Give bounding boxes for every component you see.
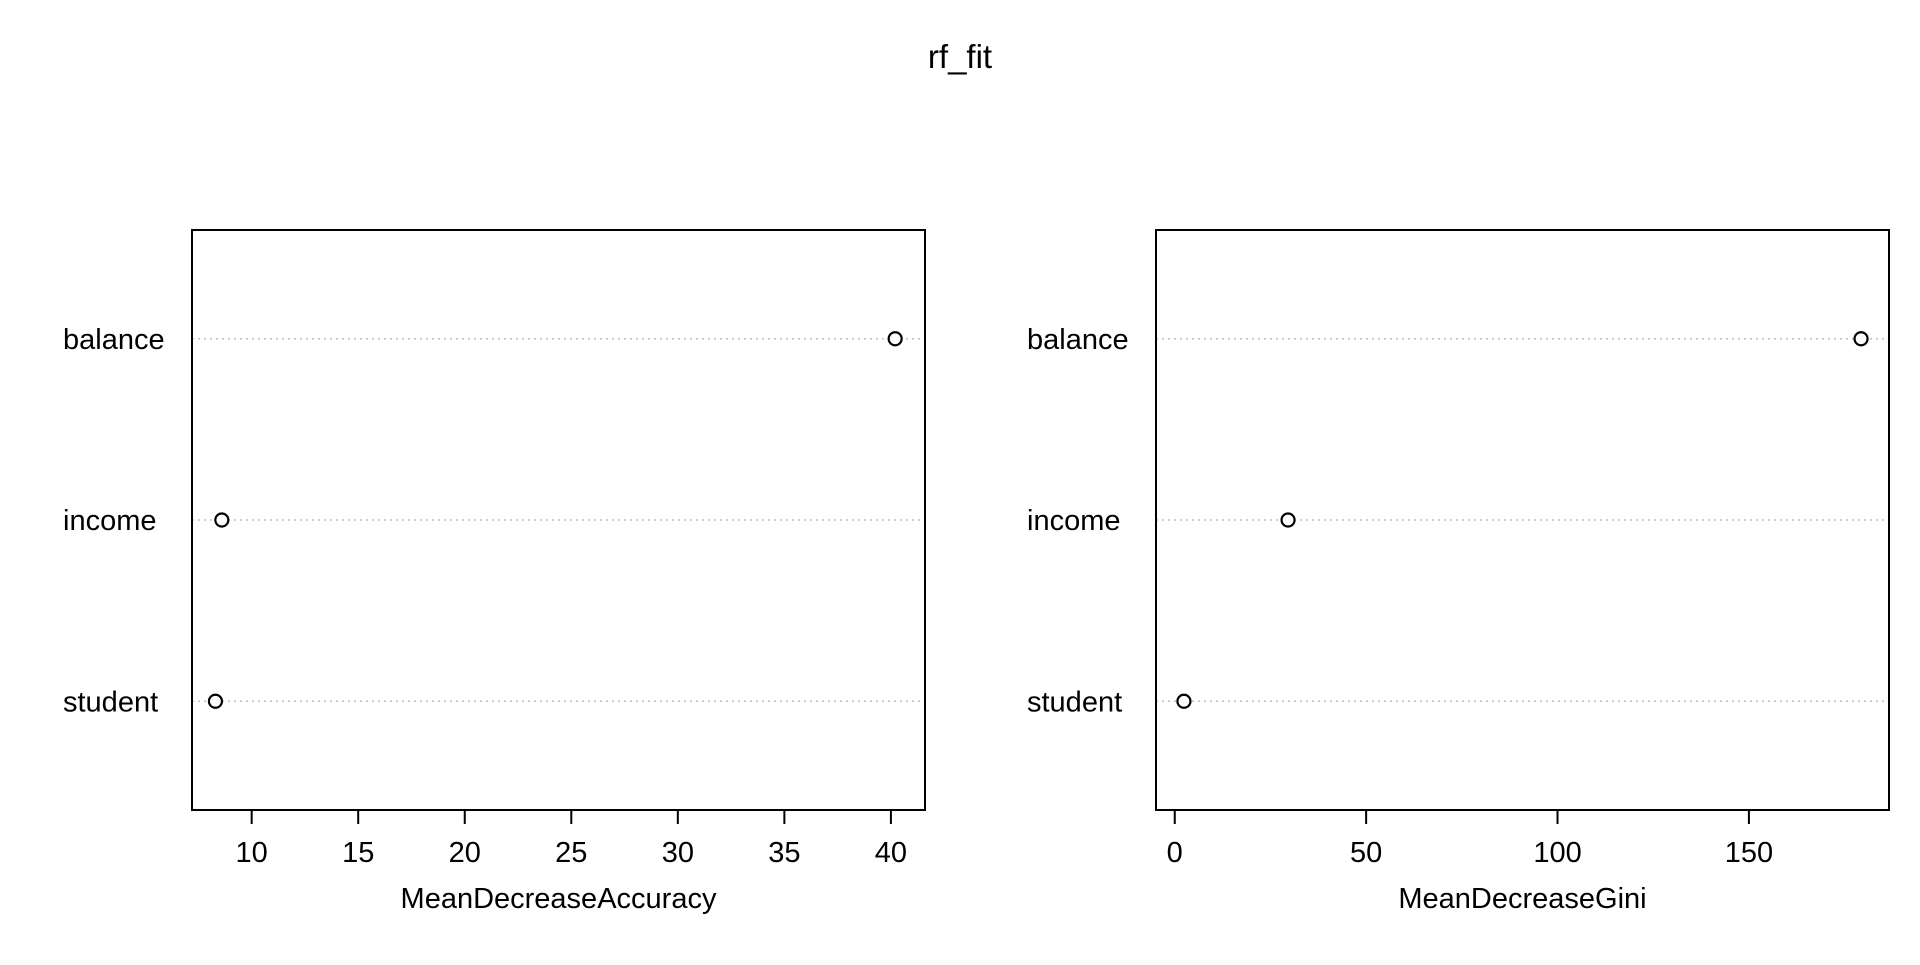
category-label-student: student [1027, 686, 1122, 718]
category-label-income: income [1027, 505, 1121, 537]
data-point-balance [887, 331, 903, 347]
category-label-income: income [63, 505, 157, 537]
x-tick-label: 100 [1533, 837, 1581, 869]
figure-title: rf_fit [928, 38, 992, 75]
x-tick-label: 150 [1725, 837, 1773, 869]
x-axis-label: MeanDecreaseGini [1398, 883, 1646, 915]
data-point-student [207, 693, 224, 709]
x-tick-label: 25 [555, 837, 587, 869]
x-axis-label: MeanDecreaseAccuracy [401, 883, 717, 915]
x-tick-label: 10 [236, 837, 268, 869]
data-point-income [1280, 512, 1296, 528]
plot-frame [1155, 229, 1890, 811]
x-tick-label: 35 [768, 837, 800, 869]
category-label-balance: balance [63, 324, 165, 356]
data-point-balance [1853, 331, 1869, 347]
category-label-balance: balance [1027, 324, 1129, 356]
x-tick-label: 40 [875, 837, 907, 869]
category-label-student: student [63, 686, 158, 718]
x-tick-label: 50 [1350, 837, 1382, 869]
panel-mean-decrease-accuracy: 10 15 20 25 30 35 40 MeanDecreaseAccuracy studen… [63, 229, 926, 915]
plot-frame [191, 229, 926, 811]
x-tick-label: 0 [1167, 837, 1183, 869]
data-point-income [214, 512, 230, 528]
x-tick-label: 15 [342, 837, 374, 869]
panel-mean-decrease-gini: 0 50 100 150 MeanDecreaseGini student income ba… [1027, 229, 1890, 915]
x-tick-label: 20 [449, 837, 481, 869]
x-tick-label: 30 [662, 837, 694, 869]
data-point-student [1176, 693, 1192, 709]
